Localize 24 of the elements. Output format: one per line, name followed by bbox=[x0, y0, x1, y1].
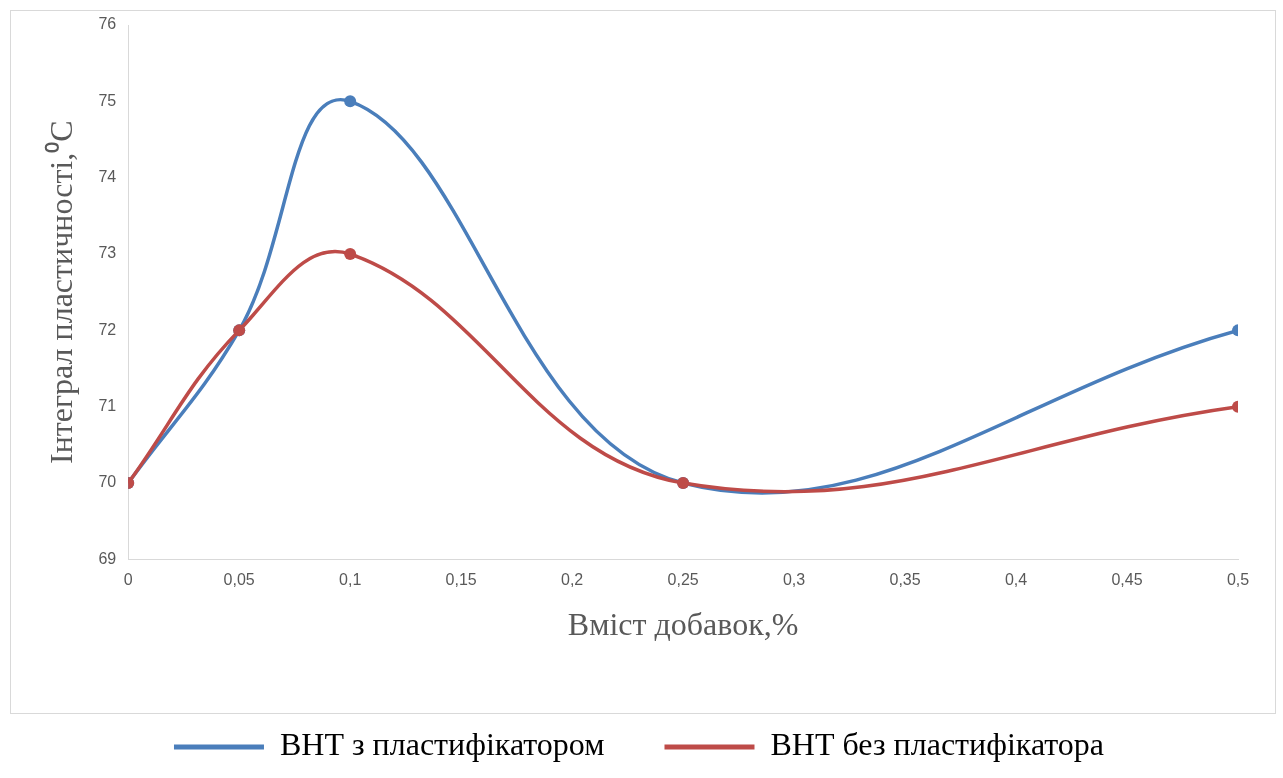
x-axis-title: Вміст добавок,% bbox=[567, 606, 799, 643]
x-tick-label: 0,1 bbox=[339, 571, 362, 589]
x-tick-label: 0,25 bbox=[667, 571, 699, 589]
x-tick-label: 0 bbox=[123, 571, 133, 589]
legend-label: ВНТ з пластифікатором bbox=[279, 726, 605, 763]
y-tick-label: 75 bbox=[98, 91, 117, 109]
x-tick-label: 0,3 bbox=[782, 571, 806, 589]
y-tick-label: 69 bbox=[98, 549, 117, 567]
legend-label: ВНТ без пластифікатора bbox=[770, 726, 1105, 763]
y-tick-label: 72 bbox=[98, 320, 117, 338]
y-tick-label: 70 bbox=[98, 473, 117, 491]
point bbox=[344, 248, 357, 261]
x-tick-label: 0,45 bbox=[1111, 571, 1143, 589]
y-tick-label: 71 bbox=[98, 397, 117, 415]
x-tick-label: 0,15 bbox=[445, 571, 477, 589]
y-tick-label: 76 bbox=[98, 15, 117, 33]
x-tick-label: 0,4 bbox=[1004, 571, 1028, 589]
y-tick-label: 74 bbox=[98, 168, 117, 186]
x-tick-label: 0,2 bbox=[560, 571, 584, 589]
x-tick-label: 0,5 bbox=[1226, 571, 1250, 589]
y-axis-title: Інтеграл пластичності,⁰C bbox=[42, 120, 79, 464]
x-tick-label: 0,05 bbox=[223, 571, 255, 589]
y-tick-label: 73 bbox=[98, 244, 117, 262]
x-tick-label: 0,35 bbox=[889, 571, 921, 589]
